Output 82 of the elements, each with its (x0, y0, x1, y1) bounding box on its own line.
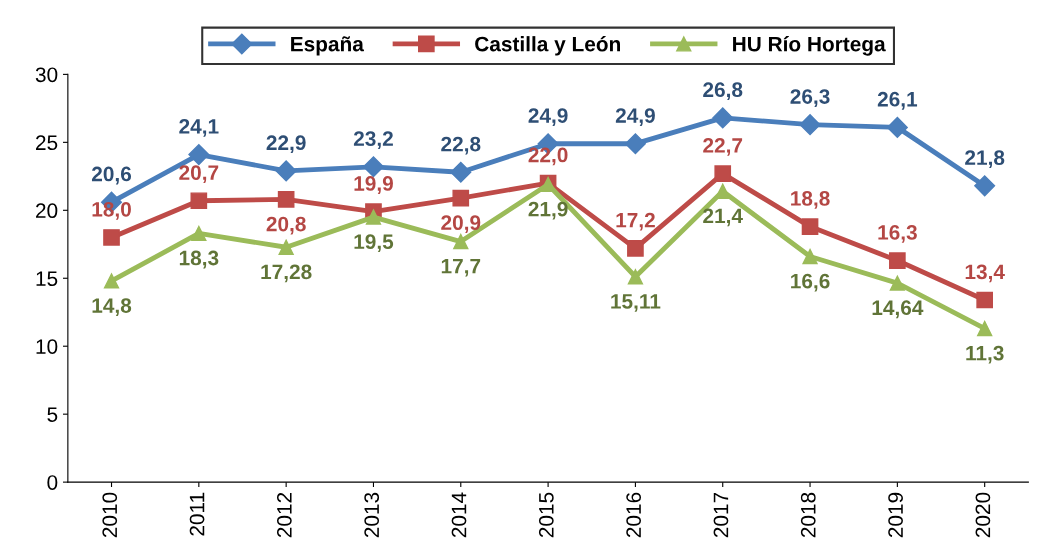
point (362, 156, 384, 178)
y-tick-label: 25 (36, 135, 58, 151)
x-tick-label: 2018 (800, 492, 816, 538)
point (801, 218, 819, 235)
data-label: 23,2 (353, 131, 393, 150)
data-label: 17,2 (616, 212, 655, 231)
data-label: 20,8 (266, 216, 306, 235)
x-tick-label: 2012 (276, 492, 292, 538)
data-label: 22,9 (266, 135, 306, 154)
point (974, 175, 996, 197)
point (802, 248, 818, 265)
x-tick-label: 2016 (626, 492, 642, 538)
data-label: 26,1 (877, 91, 918, 110)
point (365, 209, 382, 225)
data-label: 17,7 (441, 258, 481, 277)
x-tick-label: 2013 (364, 492, 380, 538)
x-tick-label: 2014 (451, 492, 467, 538)
point (450, 161, 472, 183)
data-label: 22,7 (703, 138, 743, 156)
y-tick-label: 0 (47, 475, 58, 490)
point (103, 229, 120, 246)
y-tick-label: 15 (36, 271, 58, 287)
point (277, 191, 295, 208)
point (799, 114, 821, 136)
point (453, 233, 469, 250)
x-tick-label: 2011 (189, 492, 205, 536)
data-label: 18,3 (179, 250, 219, 269)
point (190, 192, 208, 210)
point (624, 133, 646, 155)
data-label: 22,0 (528, 147, 568, 166)
point (977, 320, 993, 337)
x-tick-label: 2020 (975, 492, 991, 538)
data-label: 20,7 (179, 165, 219, 184)
point (886, 116, 908, 138)
data-label: 21,4 (703, 208, 743, 227)
data-label: 21,8 (965, 150, 1005, 169)
y-tick-label: 10 (36, 339, 58, 354)
point (714, 165, 732, 182)
y-tick-label: 20 (36, 203, 58, 219)
data-label: 20,9 (441, 215, 481, 234)
point (103, 273, 120, 289)
x-tick-label: 2019 (888, 492, 903, 538)
data-label: 26,8 (703, 82, 743, 101)
data-label: 13,4 (965, 264, 1005, 283)
data-label: 16,6 (791, 273, 830, 292)
x-tick-label: 2015 (538, 492, 554, 538)
point (275, 160, 297, 182)
x-tick-label: 2010 (102, 492, 118, 538)
data-label: 18,8 (791, 191, 830, 209)
data-label: 14,8 (92, 298, 132, 316)
data-label: 22,8 (441, 136, 481, 155)
data-label: 24,9 (615, 108, 655, 126)
data-label: 15,11 (611, 294, 661, 312)
x-tick-label: 2017 (713, 492, 729, 538)
data-label: 16,3 (878, 225, 917, 243)
point (627, 269, 644, 285)
point (452, 189, 470, 207)
y-tick-label: 30 (35, 67, 58, 83)
legend-label: HU Río Hortega (733, 35, 886, 56)
point (889, 252, 906, 269)
legend-label: España (291, 36, 364, 56)
point (715, 183, 731, 199)
legend-label: Castilla y León (475, 35, 620, 56)
data-label: 24,1 (179, 119, 219, 137)
data-label: 18,0 (92, 201, 131, 220)
data-label: 14,64 (872, 300, 924, 319)
point (278, 239, 294, 255)
data-label: 19,9 (354, 176, 393, 194)
point (627, 240, 644, 257)
data-label: 11,3 (966, 345, 1004, 364)
data-label: 21,9 (528, 201, 568, 220)
y-tick-label: 5 (47, 407, 58, 422)
point (191, 225, 207, 242)
point (889, 275, 906, 291)
data-label: 17,28 (261, 264, 312, 283)
data-label: 19,5 (354, 234, 394, 253)
data-label: 26,3 (790, 89, 830, 107)
data-label: 24,9 (528, 108, 568, 126)
data-label: 20,6 (91, 166, 132, 185)
point (976, 291, 994, 309)
point (188, 144, 210, 166)
point (712, 107, 734, 129)
